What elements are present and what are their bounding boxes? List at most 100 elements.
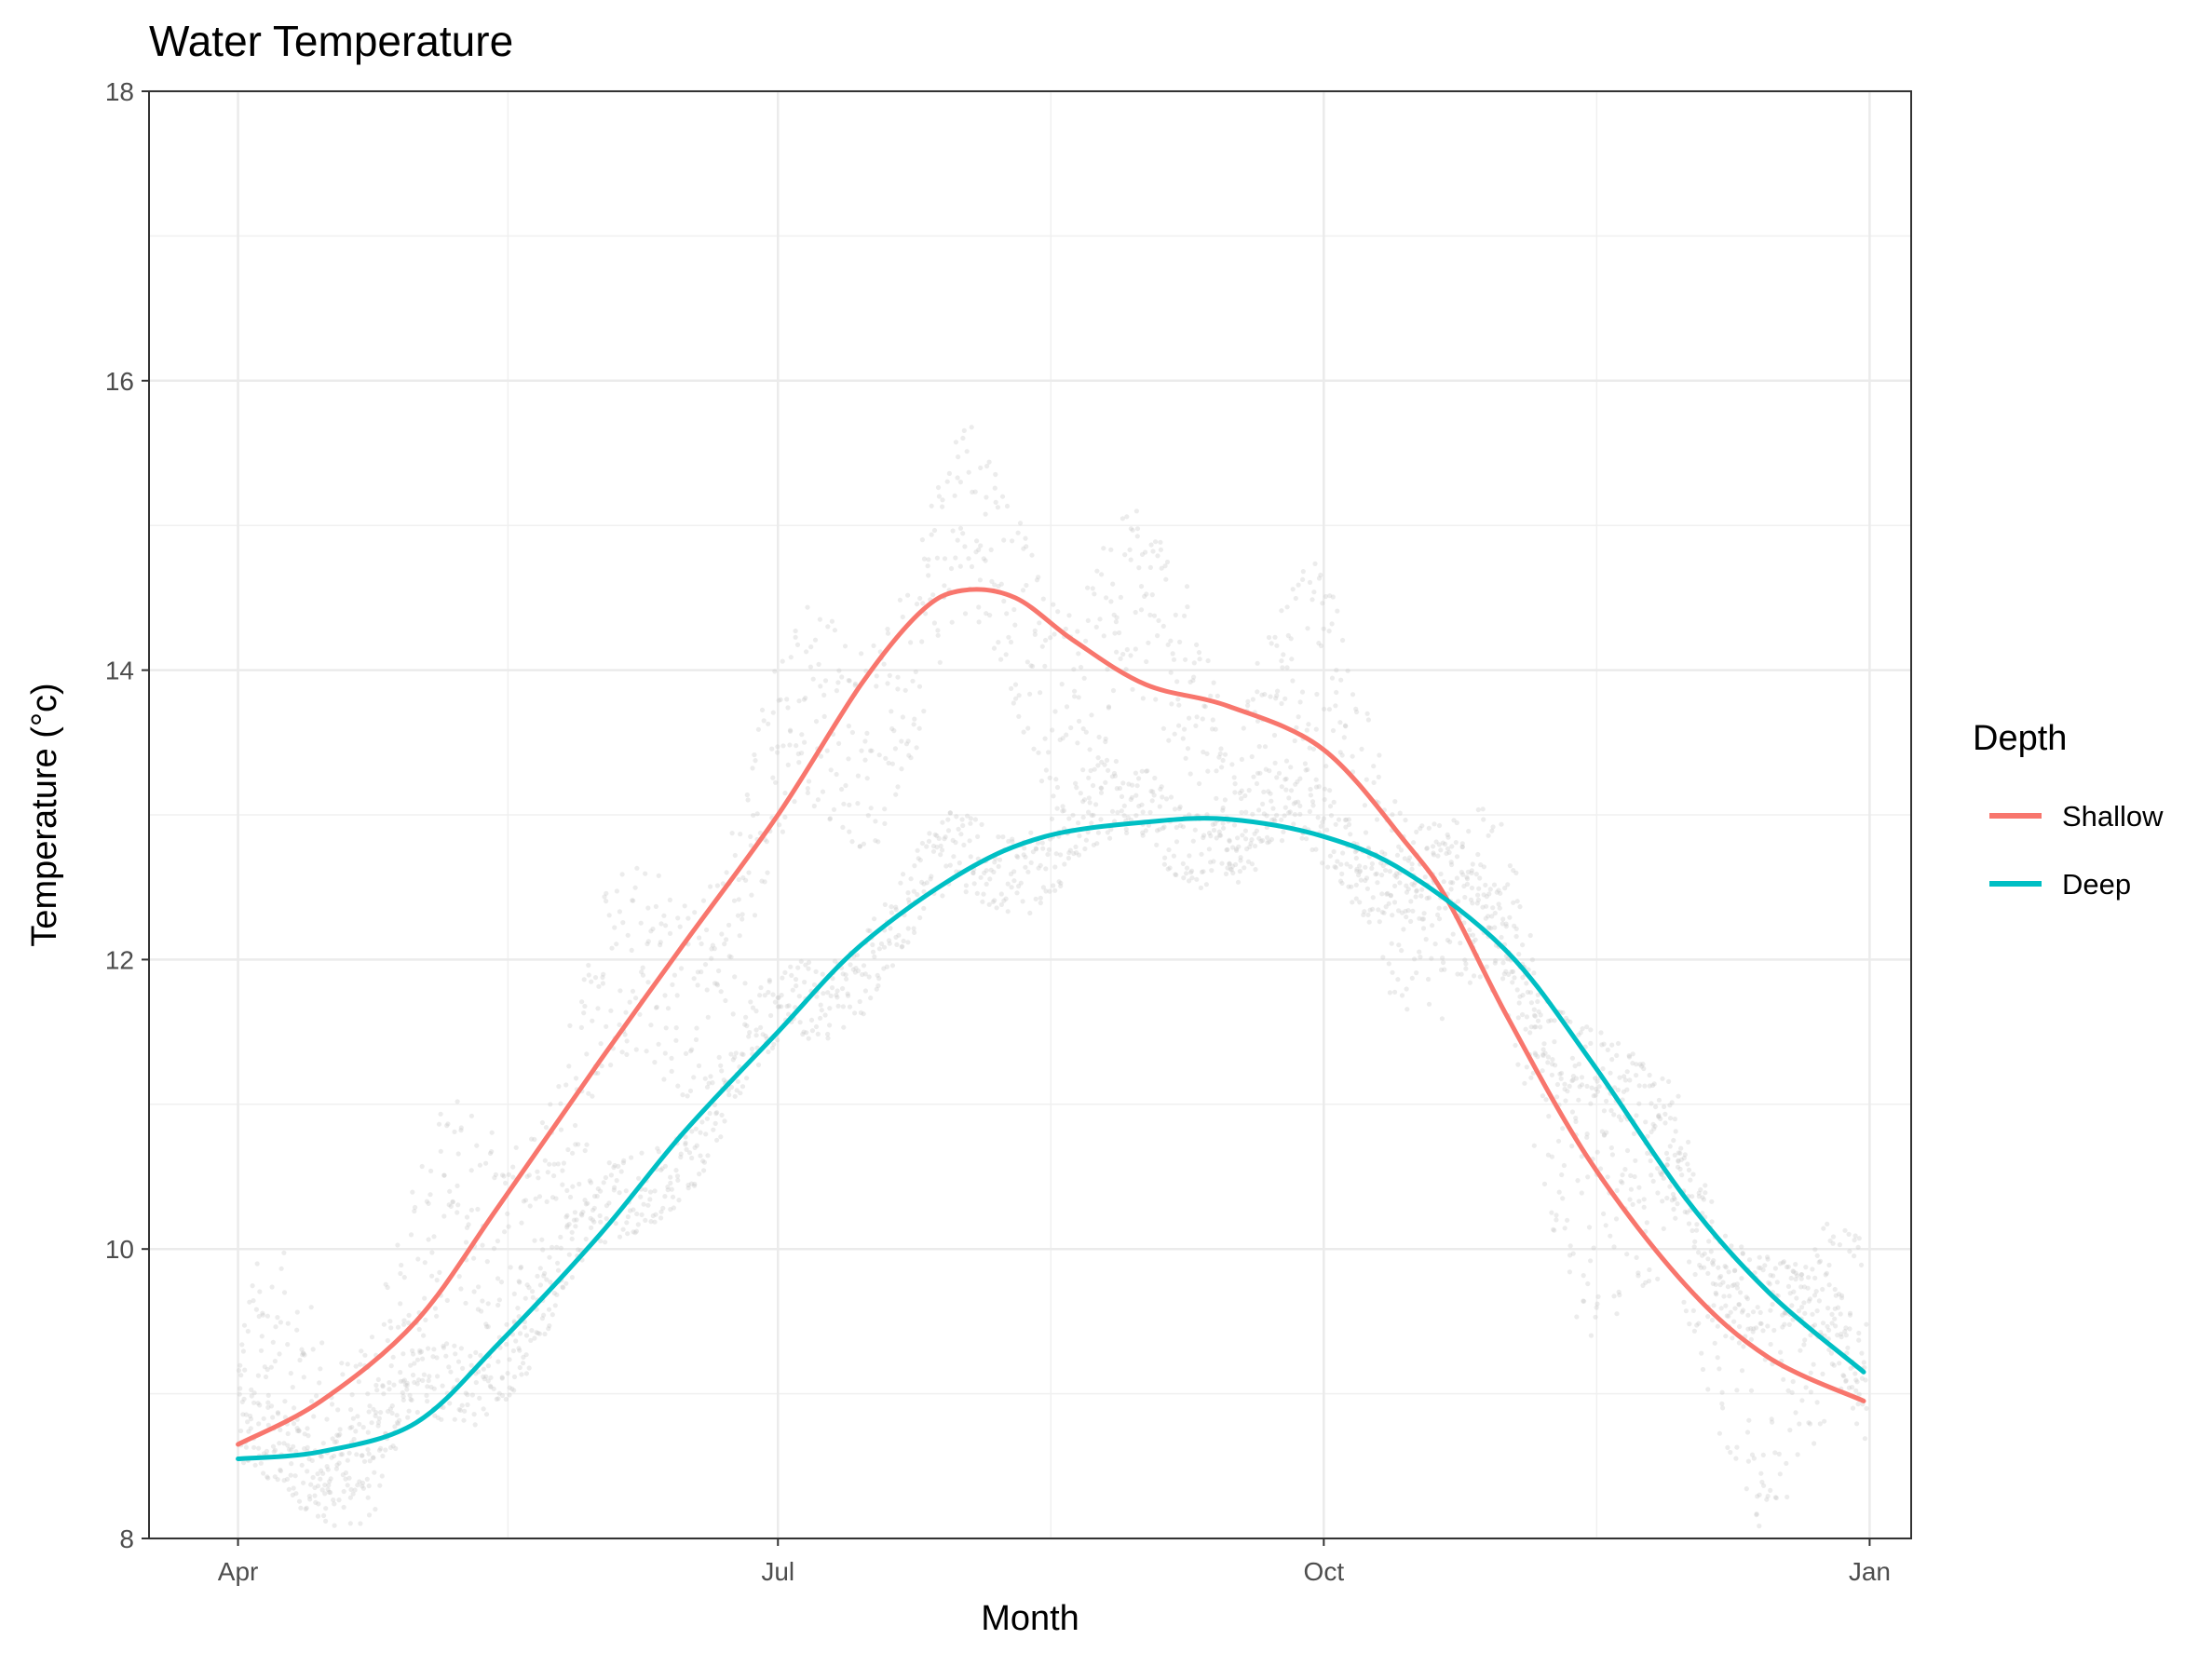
raw-observation-point xyxy=(1803,1385,1809,1390)
raw-observation-point xyxy=(1362,803,1367,808)
raw-observation-point xyxy=(1438,847,1444,853)
raw-observation-point xyxy=(1470,861,1475,867)
raw-observation-point xyxy=(1239,756,1244,763)
raw-observation-point xyxy=(1377,752,1382,758)
raw-observation-point xyxy=(1644,1220,1649,1226)
raw-observation-point xyxy=(523,1371,530,1376)
raw-observation-point xyxy=(867,928,873,934)
raw-observation-point xyxy=(1660,1076,1665,1081)
raw-observation-point xyxy=(1728,1449,1733,1456)
raw-observation-point xyxy=(889,761,896,766)
raw-observation-point xyxy=(1215,693,1220,698)
raw-observation-point xyxy=(239,1399,245,1404)
raw-observation-point xyxy=(875,839,881,845)
raw-observation-point xyxy=(718,1063,724,1068)
raw-observation-point xyxy=(546,1307,552,1312)
raw-observation-point xyxy=(889,725,895,732)
raw-observation-point xyxy=(318,1366,323,1372)
raw-observation-point xyxy=(1316,641,1322,646)
raw-observation-point xyxy=(740,1051,746,1057)
raw-observation-point xyxy=(876,946,883,952)
raw-observation-point xyxy=(1801,1300,1807,1306)
raw-observation-point xyxy=(1133,508,1139,514)
raw-observation-point xyxy=(1289,657,1295,662)
raw-observation-point xyxy=(1422,874,1428,880)
raw-observation-point xyxy=(1700,1195,1705,1200)
raw-observation-point xyxy=(1853,1377,1859,1383)
raw-observation-point xyxy=(1492,910,1498,916)
raw-observation-point xyxy=(320,1441,326,1446)
raw-observation-point xyxy=(1203,882,1209,887)
raw-observation-point xyxy=(315,1471,320,1477)
raw-observation-point xyxy=(430,1354,436,1360)
raw-observation-point xyxy=(1099,572,1105,577)
raw-observation-point xyxy=(840,1004,847,1009)
raw-observation-point xyxy=(237,1362,243,1368)
raw-observation-point xyxy=(503,1396,509,1402)
raw-observation-point xyxy=(529,1328,535,1334)
raw-observation-point xyxy=(1327,804,1334,809)
raw-observation-point xyxy=(320,1470,326,1476)
raw-observation-point xyxy=(420,1377,426,1383)
raw-observation-point xyxy=(1124,646,1130,653)
raw-observation-point xyxy=(1827,1238,1833,1243)
y-tick-label: 14 xyxy=(105,657,134,685)
raw-observation-point xyxy=(665,1184,671,1190)
raw-observation-point xyxy=(1839,1335,1844,1340)
raw-observation-point xyxy=(639,1150,645,1156)
raw-observation-point xyxy=(1185,746,1191,752)
raw-observation-point xyxy=(1093,802,1099,807)
raw-observation-point xyxy=(1826,1327,1832,1333)
raw-observation-point xyxy=(1236,844,1242,849)
raw-observation-point xyxy=(1667,1144,1673,1149)
raw-observation-point xyxy=(793,634,798,640)
raw-observation-point xyxy=(1154,828,1160,833)
raw-observation-point xyxy=(1292,738,1297,744)
raw-observation-point xyxy=(1227,861,1232,867)
raw-observation-point xyxy=(1184,584,1190,589)
raw-observation-point xyxy=(395,1421,401,1427)
raw-observation-point xyxy=(1380,955,1386,960)
raw-observation-point xyxy=(1609,1057,1615,1063)
raw-observation-point xyxy=(834,771,839,778)
raw-observation-point xyxy=(722,1118,727,1124)
raw-observation-point xyxy=(289,1447,294,1453)
raw-observation-point xyxy=(298,1505,304,1511)
raw-observation-point xyxy=(542,1270,548,1276)
raw-observation-point xyxy=(1825,1221,1830,1226)
raw-observation-point xyxy=(461,1417,467,1423)
raw-observation-point xyxy=(1228,867,1234,873)
raw-observation-point xyxy=(1622,1074,1627,1079)
raw-observation-point xyxy=(729,831,735,836)
raw-observation-point xyxy=(1219,765,1225,770)
raw-observation-point xyxy=(1472,937,1478,942)
raw-observation-point xyxy=(485,1301,491,1307)
raw-observation-point xyxy=(1401,927,1406,932)
raw-observation-point xyxy=(1272,818,1278,824)
raw-observation-point xyxy=(302,1352,307,1358)
raw-observation-point xyxy=(996,863,1001,870)
raw-observation-point xyxy=(998,901,1004,908)
raw-observation-point xyxy=(971,881,977,887)
raw-observation-point xyxy=(1636,1083,1642,1089)
raw-observation-point xyxy=(1409,866,1415,873)
raw-observation-point xyxy=(1491,882,1498,887)
raw-observation-point xyxy=(1016,884,1022,889)
raw-observation-point xyxy=(471,1255,477,1261)
raw-observation-point xyxy=(1187,878,1192,884)
raw-observation-point xyxy=(585,1200,590,1206)
raw-observation-point xyxy=(1101,633,1106,639)
raw-observation-point xyxy=(1496,901,1501,907)
raw-observation-point xyxy=(1618,1179,1624,1185)
raw-observation-point xyxy=(1210,821,1215,828)
raw-observation-point xyxy=(1052,864,1058,870)
raw-observation-point xyxy=(392,1424,398,1429)
raw-observation-point xyxy=(1073,844,1079,850)
raw-observation-point xyxy=(718,989,724,995)
raw-observation-point xyxy=(943,863,949,869)
raw-observation-point xyxy=(1681,1299,1687,1305)
raw-observation-point xyxy=(1229,863,1235,869)
raw-observation-point xyxy=(699,1119,705,1125)
raw-observation-point xyxy=(1684,1210,1690,1215)
raw-observation-point xyxy=(358,1521,363,1526)
